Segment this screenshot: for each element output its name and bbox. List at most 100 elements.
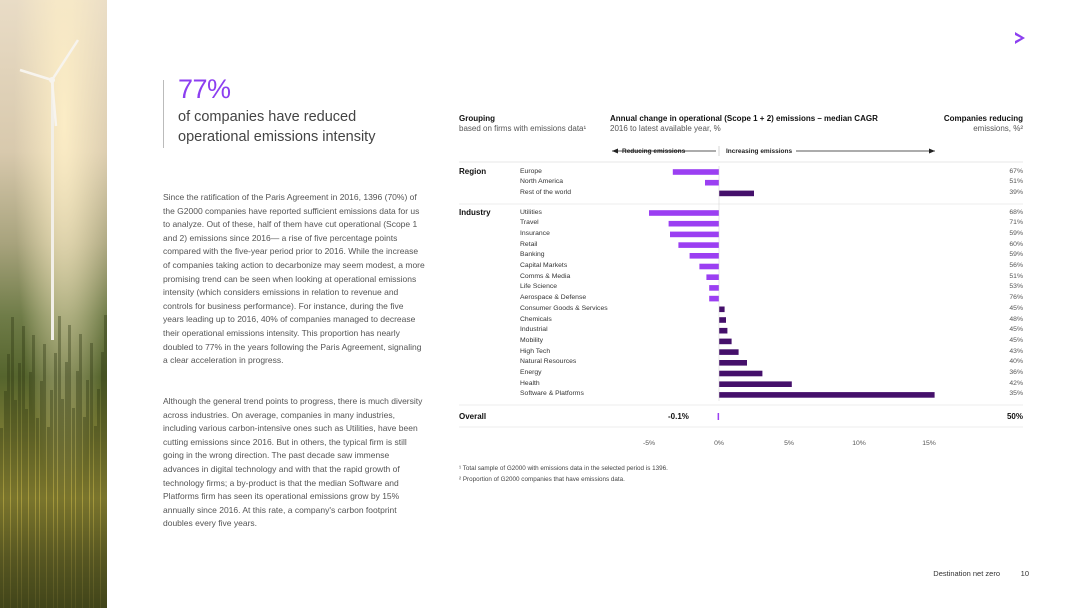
photo-texture (32, 335, 36, 608)
bar (719, 370, 763, 377)
photo-texture (0, 428, 3, 608)
overall-share: 50% (1006, 412, 1023, 421)
photo-texture (79, 334, 83, 608)
overall-value-label: -0.1% (668, 412, 689, 421)
share-label: 68% (1009, 208, 1023, 216)
photo-texture (82, 417, 86, 608)
bar (699, 263, 719, 270)
share-label: 56% (1009, 262, 1023, 269)
photo-texture (57, 316, 61, 608)
bar (719, 392, 935, 398)
bar (668, 220, 719, 227)
bar (709, 285, 719, 291)
photo-texture (28, 372, 32, 608)
category-label: Insurance (520, 229, 550, 237)
photo-texture (14, 400, 18, 608)
category-label: Utilities (520, 208, 542, 216)
photo-texture (46, 427, 50, 608)
group-label-region: Region (459, 167, 487, 176)
share-label: 45% (1009, 304, 1023, 312)
photo-texture (25, 409, 29, 608)
footnote-2: ² Proportion of G2000 companies that hav… (459, 476, 625, 483)
category-label: Consumer Goods & Services (520, 304, 608, 312)
photo-texture (50, 390, 54, 608)
photo-texture (97, 389, 101, 608)
share-label: 71% (1009, 219, 1023, 227)
bar (719, 338, 732, 345)
photo-texture (100, 352, 104, 608)
page-number: 10 (1020, 569, 1029, 578)
bar (706, 274, 719, 280)
share-label: 67% (1009, 167, 1023, 175)
increasing-arrow-head (929, 148, 935, 154)
body-paragraph-2: Although the general trend points to pro… (163, 396, 423, 529)
bar (719, 306, 725, 313)
stat-line-2: operational emissions intensity (178, 129, 376, 145)
x-tick-label: 10% (852, 440, 866, 447)
photo-texture (64, 362, 68, 608)
x-tick-label: -5% (642, 440, 656, 447)
stat-description: of companies have reduced operational em… (178, 107, 408, 147)
photo-texture (18, 363, 21, 608)
bar (719, 349, 739, 355)
category-label: Natural Resources (520, 358, 577, 366)
category-label: Retail (520, 240, 538, 248)
share-label: 45% (1009, 326, 1023, 334)
photo-texture (39, 381, 43, 608)
x-tick-label: 5% (784, 440, 794, 447)
grouping-header: Grouping based on firms with emissions d… (459, 114, 587, 133)
category-label: Industrial (520, 326, 548, 334)
reducing-arrow-label: Reducing emissions (622, 148, 686, 155)
category-label: Mobility (520, 336, 544, 344)
photo-texture (90, 343, 93, 608)
bar (719, 190, 754, 197)
share-label: 60% (1009, 240, 1023, 248)
category-label: Capital Markets (520, 262, 568, 269)
category-label: Comms & Media (520, 272, 571, 280)
footer-title: Destination net zero (933, 569, 1000, 578)
share-label: 59% (1009, 229, 1023, 237)
bar (649, 210, 719, 216)
category-label: Rest of the world (520, 188, 571, 196)
wind-turbine-icon (19, 39, 80, 340)
bar (719, 360, 747, 366)
x-tick-label: 15% (922, 440, 936, 447)
bar (719, 327, 728, 334)
reducing-header: Companies reducing emissions, %² (943, 114, 1023, 133)
share-label: 51% (1009, 178, 1023, 186)
photo-texture (68, 325, 72, 608)
photo-texture (104, 315, 108, 608)
share-label: 39% (1009, 188, 1023, 196)
photo-texture (86, 380, 90, 608)
bar (709, 295, 719, 302)
share-label: 48% (1009, 315, 1023, 323)
share-label: 36% (1009, 369, 1023, 376)
photo-texture (10, 317, 14, 608)
category-label: Chemicals (520, 315, 552, 323)
change-header: Annual change in operational (Scope 1 + … (610, 114, 878, 133)
category-label: North America (520, 178, 564, 186)
increasing-arrow-label: Increasing emissions (726, 148, 793, 155)
share-label: 53% (1009, 283, 1023, 291)
reducing-arrow-head (612, 148, 618, 154)
category-label: Life Science (520, 283, 558, 291)
bar (719, 381, 792, 387)
bar (670, 231, 719, 238)
category-label: Banking (520, 251, 545, 259)
hero-photo (0, 0, 108, 608)
bar (672, 169, 719, 175)
share-label: 42% (1009, 379, 1023, 387)
body-paragraph-1: Since the ratification of the Paris Agre… (163, 192, 425, 366)
category-label: Travel (520, 219, 539, 227)
photo-texture (93, 426, 97, 608)
category-label: Health (520, 379, 540, 387)
footnote-1: ¹ Total sample of G2000 with emissions d… (459, 465, 668, 472)
share-label: 76% (1009, 294, 1023, 302)
photo-texture (21, 326, 25, 608)
x-tick-label: 0% (714, 440, 724, 447)
bar (719, 317, 726, 323)
stat-value: 77% (178, 74, 231, 104)
photo-texture (72, 408, 75, 608)
category-label: Energy (520, 369, 542, 376)
